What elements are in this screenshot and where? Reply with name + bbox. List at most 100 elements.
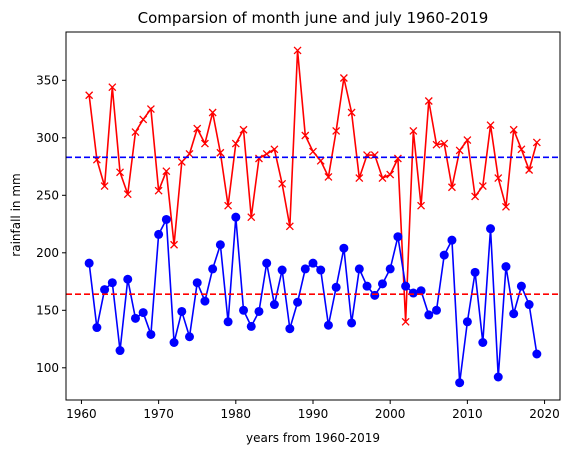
series-0-point — [108, 83, 117, 92]
series-1-point — [308, 258, 318, 268]
series-1-point — [269, 300, 279, 310]
series-0-point — [278, 179, 287, 188]
series-0-point — [440, 139, 449, 148]
series-1-point — [84, 258, 94, 268]
series-0-point — [517, 145, 526, 154]
series-0-point — [478, 182, 487, 191]
series-0-point — [486, 121, 495, 130]
series-1-point — [401, 281, 411, 291]
series-0-point — [347, 108, 356, 117]
series-0-point — [424, 97, 433, 105]
series-0-point — [154, 186, 163, 195]
series-1-point — [92, 323, 102, 333]
series-1-point — [509, 309, 519, 319]
series-1-line — [88, 216, 538, 383]
series-1-point — [100, 285, 110, 295]
series-1-point — [462, 317, 472, 327]
series-1-point — [524, 300, 534, 310]
x-tick-label: 2020 — [529, 407, 560, 421]
series-1-point — [300, 264, 310, 274]
series-0-point — [200, 139, 209, 148]
series-1-point — [293, 297, 303, 307]
series-1-point — [393, 232, 403, 242]
series-1-point — [246, 321, 256, 331]
series-0-point — [85, 91, 94, 100]
series-1-point — [370, 290, 380, 300]
series-0-point — [177, 157, 186, 166]
x-tick-label: 1970 — [143, 407, 174, 421]
series-0-point — [285, 222, 294, 231]
series-0-point — [123, 190, 132, 199]
series-1-point — [331, 282, 341, 292]
series-0-point — [216, 148, 225, 157]
y-tick-label: 300 — [36, 131, 59, 145]
series-0-point — [393, 154, 402, 163]
series-0-point — [231, 139, 240, 148]
series-1-point — [408, 288, 418, 298]
series-0-point — [324, 172, 333, 181]
series-1-point — [208, 264, 218, 274]
series-0-point — [509, 125, 518, 134]
series-1-point — [470, 267, 480, 277]
series-0-line — [88, 50, 538, 322]
series-0-point — [293, 46, 302, 55]
series-1-point — [107, 278, 117, 288]
series-0-point — [455, 146, 464, 155]
series-0-point — [378, 174, 387, 183]
series-1-point — [185, 332, 194, 342]
series-1-point — [432, 305, 441, 315]
series-0-point — [401, 317, 410, 326]
series-0-point — [494, 174, 503, 183]
series-1-point — [532, 349, 542, 359]
series-0-point — [332, 126, 341, 135]
series-1-point — [424, 310, 434, 320]
series-0-point — [301, 131, 310, 140]
series-0-point — [316, 156, 325, 165]
series-1-point — [447, 235, 457, 245]
series-1-point — [323, 320, 333, 330]
series-0-point — [170, 240, 179, 249]
series-1-point — [161, 214, 171, 224]
series-0-point — [131, 128, 140, 137]
series-1-point — [146, 329, 156, 339]
y-tick-label: 250 — [36, 188, 59, 202]
y-tick-label: 350 — [36, 73, 59, 87]
series-1-point — [200, 296, 210, 306]
series-1-point — [493, 372, 503, 382]
x-tick-label: 1980 — [221, 407, 252, 421]
series-0-point — [100, 182, 109, 191]
series-1-point — [231, 212, 241, 222]
series-1-point — [285, 324, 295, 334]
series-0-point — [185, 149, 194, 158]
series-1-point — [439, 250, 449, 260]
series-1-point — [377, 279, 387, 289]
y-tick-label: 200 — [36, 246, 59, 260]
series-0-point — [309, 147, 317, 156]
series-1-point — [501, 262, 511, 272]
series-0-point — [255, 154, 263, 163]
plot-area: 1960 1970 1980 1990 2000 2010 2020 100 150 200 250… — [36, 31, 561, 421]
series-1-point — [354, 264, 364, 274]
series-0-point — [417, 201, 426, 210]
series-1-point — [215, 240, 225, 250]
x-tick-label: 2010 — [452, 407, 483, 421]
series-1-point — [169, 338, 179, 347]
series-0-point — [502, 202, 510, 211]
series-1-point — [339, 243, 349, 253]
series-1-point — [138, 308, 148, 318]
series-1-point — [362, 281, 372, 291]
x-tick-label: 1990 — [298, 407, 329, 421]
series-1-point — [254, 306, 264, 316]
series-0-point — [162, 167, 171, 176]
series-0-point — [116, 168, 124, 177]
series-1-point — [123, 274, 133, 284]
x-tick-label: 2000 — [375, 407, 406, 421]
series-0-point — [525, 166, 534, 174]
series-0-point — [355, 174, 364, 183]
series-0-point — [471, 192, 480, 201]
series-1-point — [385, 264, 395, 274]
series-0-point — [224, 201, 233, 210]
series-1-point — [115, 346, 125, 356]
series-1-point — [516, 281, 526, 291]
